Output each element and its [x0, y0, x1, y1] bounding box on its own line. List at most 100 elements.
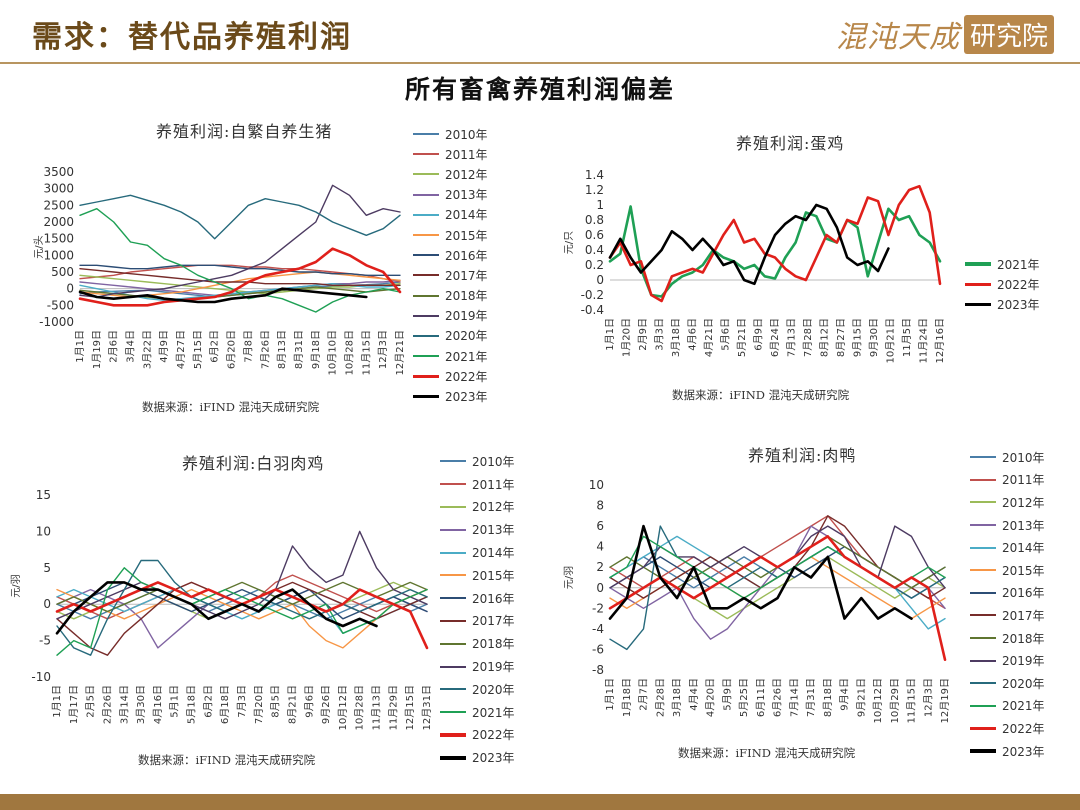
legend-item: 2015年: [440, 564, 515, 587]
legend-item: 2017年: [413, 265, 488, 285]
legend-swatch: [970, 637, 996, 640]
x-tick-label: 4月27日: [175, 330, 187, 369]
legend-swatch: [413, 213, 439, 216]
legend-item: 2014年: [413, 205, 488, 225]
series-line-2021年: [56, 567, 428, 656]
legend-label: 2010年: [472, 454, 515, 469]
legend-item: 2017年: [970, 604, 1045, 627]
x-tick-label: 7月28日: [802, 318, 814, 357]
x-tick-label: 1月1日: [604, 318, 616, 351]
y-tick-label: -500: [47, 298, 74, 312]
y-tick-label: 5: [43, 561, 51, 575]
legend-item: 2016年: [440, 587, 515, 610]
x-tick-label: 5月21日: [736, 318, 748, 357]
legend-swatch: [440, 688, 466, 691]
legend-item: 2013年: [413, 185, 488, 205]
x-tick-label: 10月12日: [872, 678, 884, 723]
legend-swatch: [440, 528, 466, 531]
legend-swatch: [970, 704, 996, 707]
x-tick-label: 11月15日: [360, 330, 372, 375]
y-tick-label: 0: [66, 282, 74, 296]
x-tick-label: 3月14日: [118, 685, 130, 724]
y-tick-label: 15: [36, 488, 51, 502]
x-tick-label: 1月1日: [604, 678, 616, 711]
y-tick-label: -2: [592, 601, 604, 615]
legend-swatch: [440, 711, 466, 714]
legend-label: 2013年: [1002, 518, 1045, 533]
x-tick-label: 5月1日: [169, 685, 181, 718]
legend-label: 2021年: [445, 349, 488, 364]
x-tick-label: 4月9日: [158, 330, 170, 363]
legend-swatch: [440, 551, 466, 554]
x-tick-label: 8月12日: [819, 318, 831, 357]
legend-item: 2022年: [413, 366, 488, 386]
legend-swatch: [413, 254, 439, 257]
legend-label: 2020年: [445, 329, 488, 344]
series-line-2022年: [608, 184, 942, 303]
legend-swatch: [970, 659, 996, 662]
y-tick-label: -8: [592, 663, 604, 677]
y-tick-label: 0.8: [585, 213, 604, 227]
legend-item: 2021年: [970, 695, 1045, 718]
y-tick-label: -4: [592, 622, 604, 636]
legend-swatch: [970, 591, 996, 594]
legend-label: 2022年: [445, 369, 488, 384]
legend-swatch: [965, 262, 991, 266]
x-tick-label: 6月26日: [772, 678, 784, 717]
legend-label: 2023年: [997, 297, 1040, 312]
chart-title-pig: 养殖利润:自繁自养生猪: [156, 122, 333, 141]
legend-item: 2010年: [440, 450, 515, 473]
x-tick-label: 8月21日: [286, 685, 298, 724]
chart-title-duck: 养殖利润:肉鸭: [748, 446, 857, 465]
legend-item: 2016年: [970, 582, 1045, 605]
y-tick-label: 0.4: [585, 243, 604, 257]
x-tick-label: 4月16日: [152, 685, 164, 724]
brand-name: 混沌天成: [835, 20, 960, 55]
legend-swatch: [970, 524, 996, 527]
legend-item: 2010年: [413, 124, 488, 144]
legend-item: 2021年: [440, 701, 515, 724]
brand-badge: 研究院: [963, 14, 1054, 54]
legend-label: 2015年: [1002, 563, 1045, 578]
legend-swatch: [440, 642, 466, 645]
legend-label: 2016年: [472, 591, 515, 606]
legend-label: 2016年: [1002, 586, 1045, 601]
legend-label: 2012年: [1002, 495, 1045, 510]
x-tick-label: 1月19日: [91, 330, 103, 369]
legend-swatch: [440, 460, 466, 463]
x-tick-label: 9月21日: [855, 678, 867, 717]
legend-label: 2011年: [1002, 473, 1045, 488]
header-title: 需求：替代品养殖利润: [32, 20, 352, 55]
legend-label: 2020年: [472, 682, 515, 697]
legend-label: 2019年: [445, 309, 488, 324]
x-tick-label: 9月18日: [310, 330, 322, 369]
series-line-2016年: [79, 264, 401, 276]
series-line-2018年: [609, 535, 946, 589]
legend-item: 2019年: [440, 655, 515, 678]
legend-label: 2021年: [472, 705, 515, 720]
legend-item: 2016年: [413, 245, 488, 265]
x-tick-label: 2月5日: [85, 685, 97, 718]
legend-swatch: [413, 173, 439, 176]
y-tick-label: 2500: [43, 198, 74, 212]
legend-label: 2019年: [1002, 654, 1045, 669]
series-line-2020年: [79, 194, 401, 240]
legend-item: 2010年: [970, 446, 1045, 469]
y-tick-label: -10: [31, 670, 51, 684]
legend-item: 2019年: [970, 649, 1045, 672]
x-tick-label: 1月17日: [68, 685, 80, 724]
x-tick-label: 4月21日: [703, 318, 715, 357]
x-tick-label: 12月15日: [404, 685, 416, 730]
legend-swatch: [970, 682, 996, 685]
y-tick-label: 3000: [43, 182, 74, 196]
legend-label: 2023年: [472, 751, 515, 766]
x-tick-label: 6月11日: [755, 678, 767, 717]
x-tick-label: 7月14日: [788, 678, 800, 717]
x-tick-label: 6月9日: [753, 318, 765, 351]
header-divider: [0, 62, 1080, 64]
legend-label: 2010年: [445, 127, 488, 142]
y-tick-label: 8: [596, 499, 604, 513]
series-line-2023年: [608, 524, 913, 620]
